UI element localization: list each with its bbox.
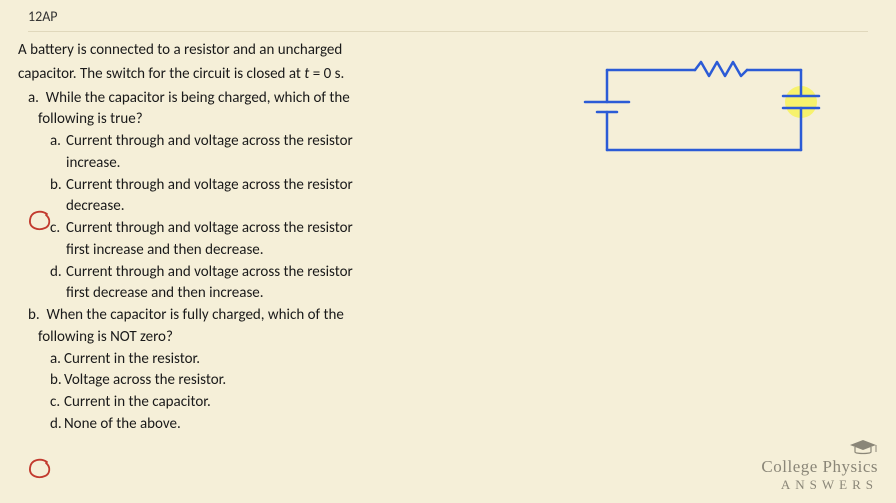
stem-post: = 0 s. <box>309 65 344 83</box>
choice-text: Current in the capacitor. <box>64 393 211 411</box>
choice-text: decrease. <box>66 197 124 215</box>
logo-line1: College Physics <box>761 457 878 477</box>
qb-choice-c: c. Current in the capacitor. <box>28 392 492 414</box>
problem-stem-line2: capacitor. The switch for the circuit is… <box>18 64 492 86</box>
header-divider <box>28 31 868 32</box>
qa-choice-b: b. Current through and voltage across th… <box>28 175 492 197</box>
choice-letter: d. <box>50 262 62 284</box>
choice-text: Current through and voltage across the r… <box>66 219 353 237</box>
stem-pre: capacitor. The switch for the circuit is… <box>18 65 304 83</box>
choice-letter: d. <box>50 414 62 436</box>
qb-choice-b: b. Voltage across the resistor. <box>28 370 492 392</box>
choice-letter: b. <box>50 370 62 392</box>
choice-letter: c. <box>50 392 60 414</box>
choice-letter: a. <box>50 131 61 153</box>
qa-choice-a-cont: increase. <box>28 153 492 175</box>
choice-text: Current through and voltage across the r… <box>66 263 353 281</box>
qa-text1: While the capacitor is being charged, wh… <box>46 89 350 107</box>
resistor-symbol <box>695 62 747 76</box>
choice-text: Current through and voltage across the r… <box>66 176 353 194</box>
logo-line2: ANSWERS <box>761 477 878 493</box>
question-a: a. While the capacitor is being charged,… <box>18 88 492 306</box>
choice-text: Voltage across the resistor. <box>64 371 226 389</box>
choice-letter: a. <box>50 349 61 371</box>
problem-stem-line1: A battery is connected to a resistor and… <box>18 40 492 62</box>
question-b: b. When the capacitor is fully charged, … <box>18 305 492 436</box>
chapter-label: 12AP <box>0 0 896 29</box>
qb-label: b. <box>28 306 40 324</box>
choice-text: Current through and voltage across the r… <box>66 132 353 150</box>
qa-choice-c: c. Current through and voltage across th… <box>28 218 492 240</box>
qb-choice-d: d. None of the above. <box>28 414 492 436</box>
qb-choice-a: a. Current in the resistor. <box>28 349 492 371</box>
qb-text1: When the capacitor is fully charged, whi… <box>46 306 343 324</box>
qa-choice-d-cont: first decrease and then increase. <box>28 283 492 305</box>
circuit-diagram <box>545 50 845 190</box>
choice-text: None of the above. <box>64 415 181 433</box>
question-content: A battery is connected to a resistor and… <box>0 40 510 436</box>
choice-letter: b. <box>50 175 62 197</box>
qa-label: a. <box>28 89 39 107</box>
choice-text: Current in the resistor. <box>64 350 200 368</box>
choice-text: first increase and then decrease. <box>66 241 264 259</box>
qa-choice-a: a. Current through and voltage across th… <box>28 131 492 153</box>
qa-choice-c-cont: first increase and then decrease. <box>28 240 492 262</box>
choice-letter: c. <box>50 218 60 240</box>
choice-text: increase. <box>66 154 120 172</box>
qa-text2: following is true? <box>28 109 492 131</box>
brand-logo: College Physics ANSWERS <box>761 438 878 493</box>
answer-circle-qb-d <box>27 457 53 481</box>
qa-choice-d: d. Current through and voltage across th… <box>28 262 492 284</box>
qa-choice-b-cont: decrease. <box>28 196 492 218</box>
qb-text2: following is NOT zero? <box>28 327 492 349</box>
choice-text: first decrease and then increase. <box>66 284 264 302</box>
